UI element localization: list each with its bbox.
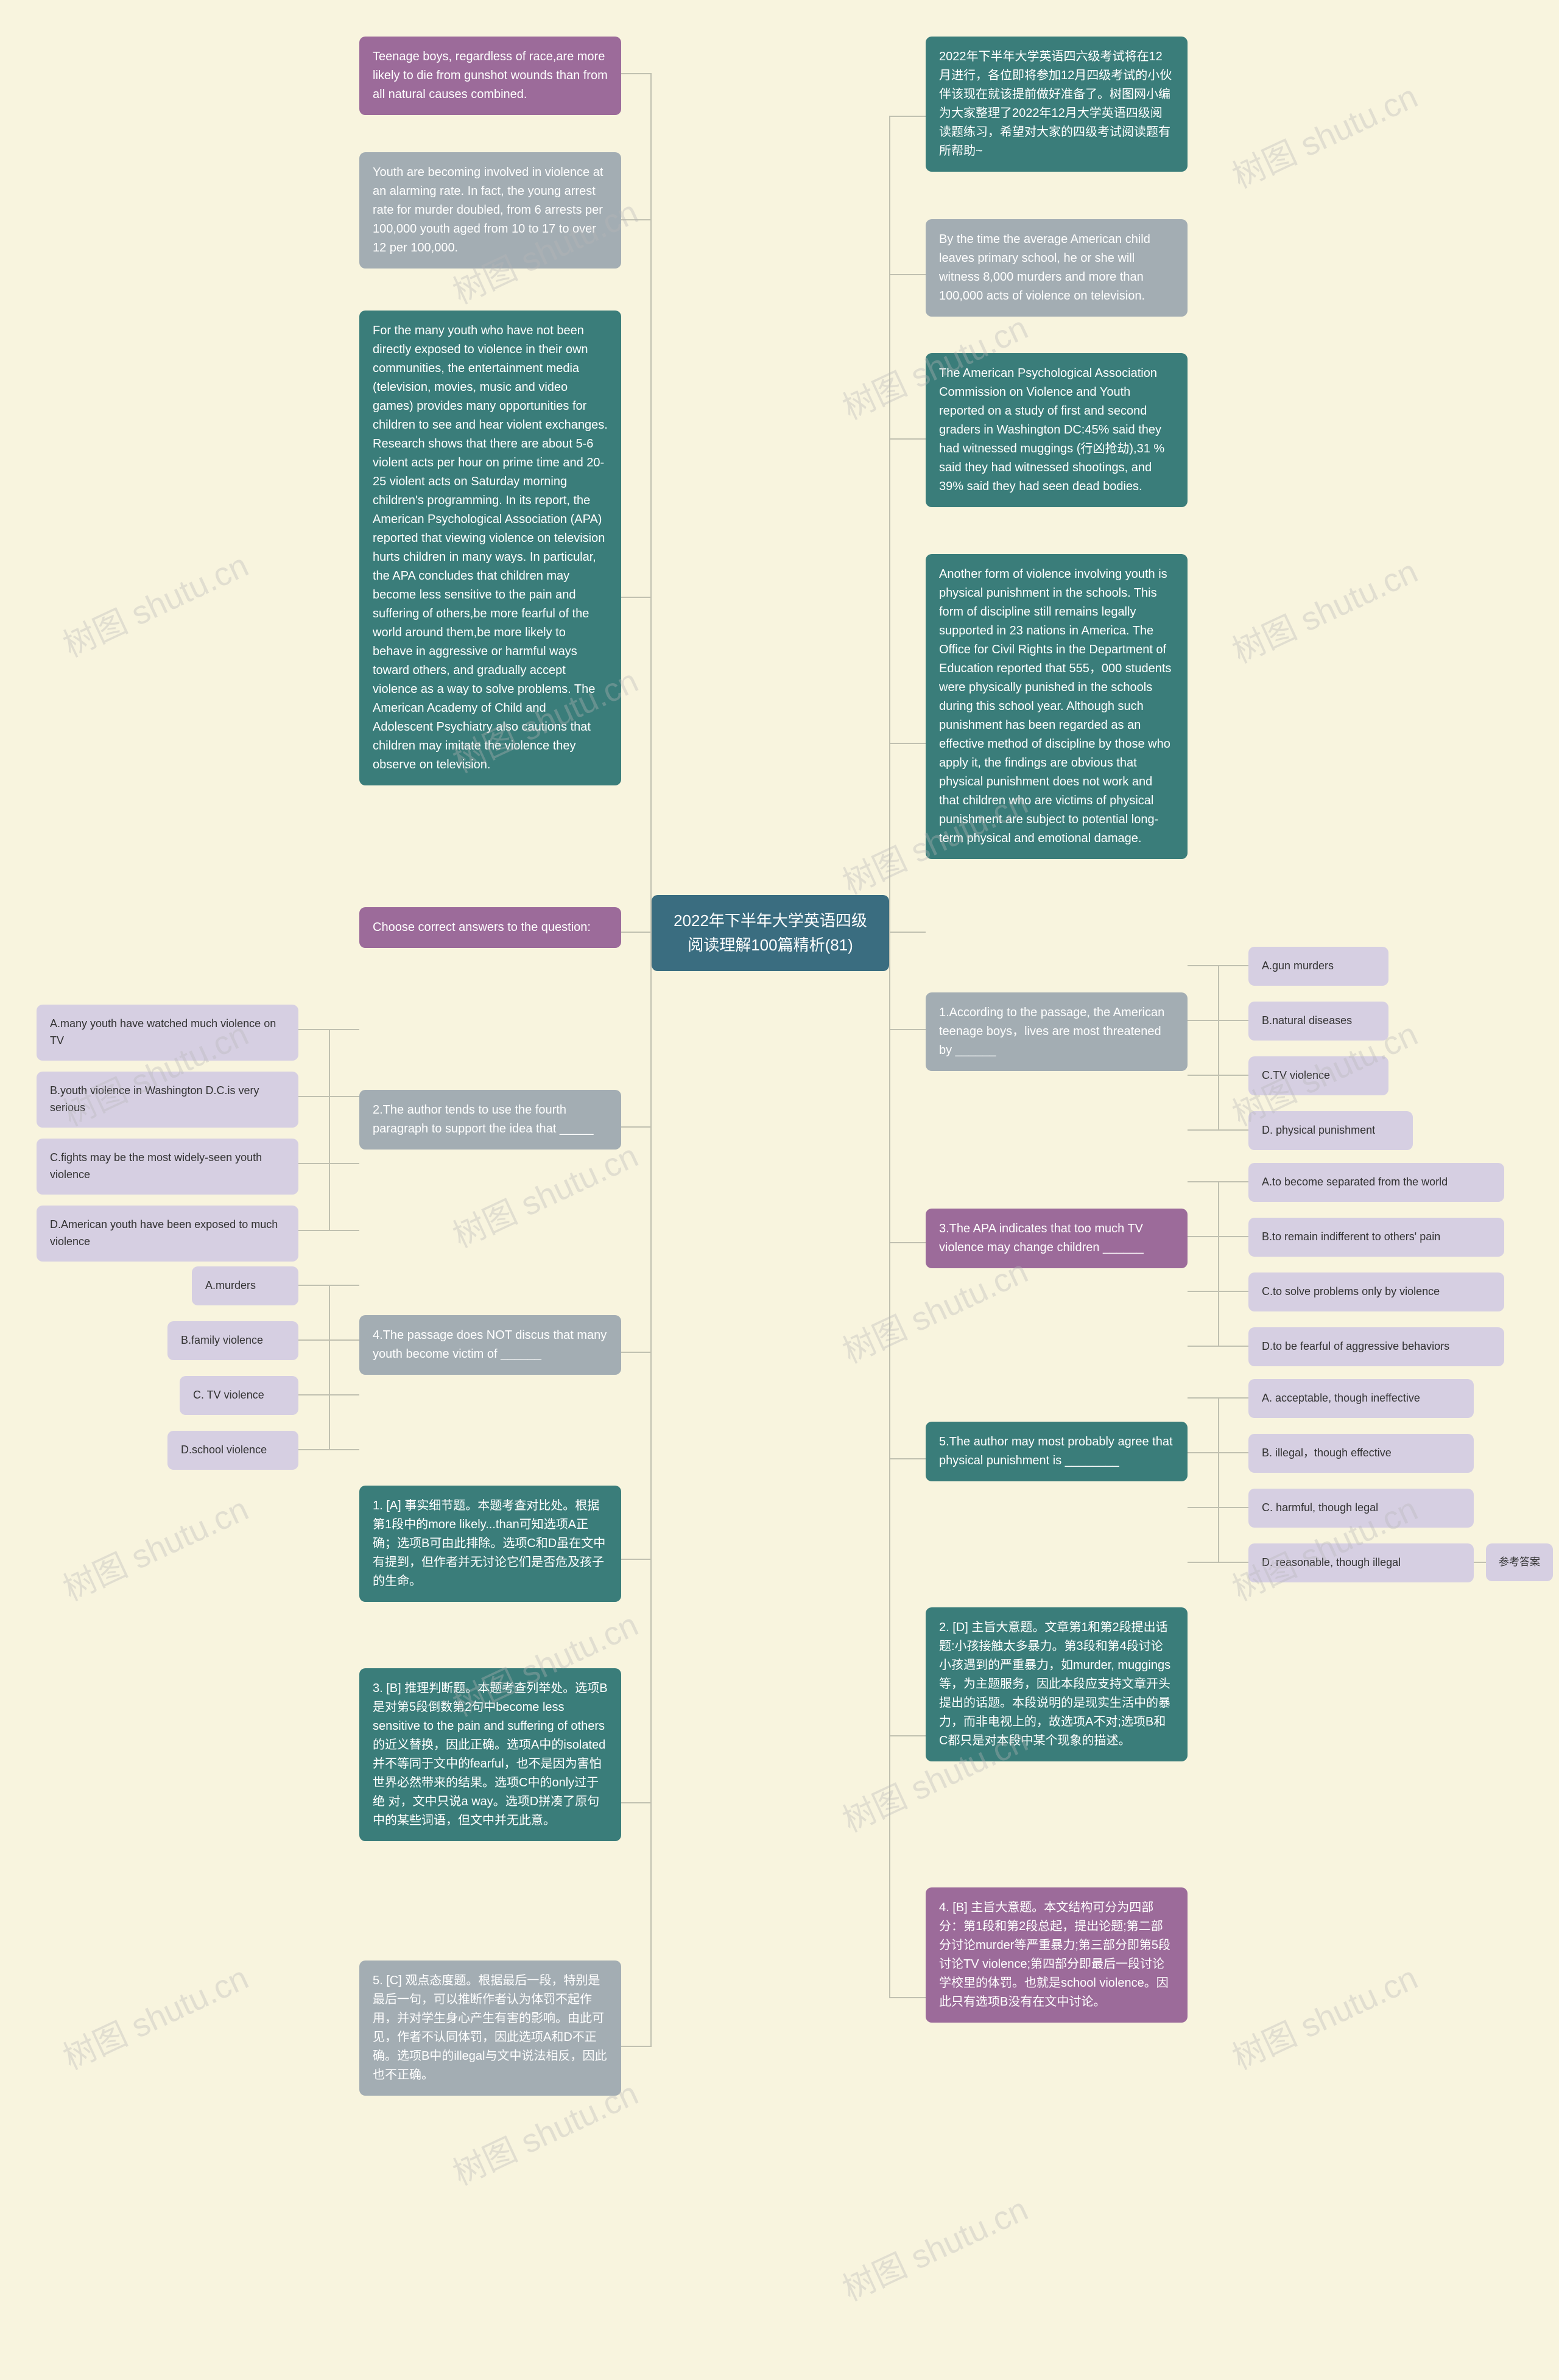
watermark: 树图 shutu.cn: [1223, 1951, 1424, 2079]
conn-q3d: [1188, 1346, 1248, 1347]
q1-opt-b: B.natural diseases: [1248, 1002, 1388, 1041]
right-physical-punishment: Another form of violence involving youth…: [926, 554, 1188, 859]
conn-q4-spine: [329, 1285, 330, 1449]
q2-opt-b: B.youth violence in Washington D.C.is ve…: [37, 1072, 298, 1128]
conn-q1-spine: [1218, 965, 1219, 1129]
left-node-choose-answers: Choose correct answers to the question:: [359, 907, 621, 948]
conn-l6: [621, 1352, 652, 1353]
conn-r8: [889, 1735, 926, 1736]
q2-opt-d: D.American youth have been exposed to mu…: [37, 1206, 298, 1262]
conn-r9: [889, 1997, 926, 1998]
left-node-teenage-boys: Teenage boys, regardless of race,are mor…: [359, 37, 621, 115]
q3-opt-d: D.to be fearful of aggressive behaviors: [1248, 1327, 1504, 1366]
conn-r7: [889, 1458, 926, 1459]
q5-opt-a: A. acceptable, though ineffective: [1248, 1379, 1474, 1418]
watermark: 树图 shutu.cn: [1223, 70, 1424, 198]
watermark: 树图 shutu.cn: [1223, 545, 1424, 673]
conn-l1: [621, 73, 652, 74]
conn-r5: [889, 1029, 926, 1030]
conn-l3: [621, 597, 652, 598]
q5-stem: 5.The author may most probably agree tha…: [926, 1422, 1188, 1481]
q4-stem: 4.The passage does NOT discus that many …: [359, 1315, 621, 1375]
watermark: 树图 shutu.cn: [54, 1951, 255, 2079]
watermark: 树图 shutu.cn: [54, 539, 255, 667]
mindmap-canvas: 2022年下半年大学英语四级阅读理解100篇精析(81) Teenage boy…: [0, 0, 1559, 2380]
q3-opt-b: B.to remain indifferent to others' pain: [1248, 1218, 1504, 1257]
conn-l5: [621, 1126, 652, 1128]
q1-opt-d: D. physical punishment: [1248, 1111, 1413, 1150]
conn-r4: [889, 743, 926, 744]
q4-opt-c: C. TV violence: [180, 1376, 298, 1415]
q4-opt-a: A.murders: [192, 1266, 298, 1305]
conn-q2d: [298, 1230, 359, 1231]
q5-opt-d: D. reasonable, though illegal: [1248, 1543, 1474, 1582]
conn-r6: [889, 1242, 926, 1243]
ans5-node: 5. [C] 观点态度题。根据最后一段，特别是最后一句，可以推断作者认为体罚不起…: [359, 1961, 621, 2096]
conn-l-spine: [650, 73, 652, 2046]
q3-opt-c: C.to solve problems only by violence: [1248, 1272, 1504, 1311]
left-node-entertainment-media: For the many youth who have not been dir…: [359, 311, 621, 785]
conn-r3: [889, 438, 926, 440]
conn-q1d: [1188, 1129, 1248, 1131]
ans1-node: 1. [A] 事实细节题。本题考查对比处。根据第1段中的more likely.…: [359, 1486, 621, 1602]
q2-stem: 2.The author tends to use the fourth par…: [359, 1090, 621, 1150]
center-node: 2022年下半年大学英语四级阅读理解100篇精析(81): [652, 895, 889, 971]
conn-q2-spine: [329, 1029, 330, 1230]
q5-ref-answer: 参考答案: [1486, 1543, 1553, 1581]
conn-l4: [621, 932, 652, 933]
q2-opt-c: C.fights may be the most widely-seen you…: [37, 1139, 298, 1195]
conn-r2: [889, 274, 926, 275]
conn-q5-spine: [1218, 1397, 1219, 1562]
q3-stem: 3.The APA indicates that too much TV vio…: [926, 1209, 1188, 1268]
watermark: 树图 shutu.cn: [834, 2183, 1035, 2311]
conn-q3-spine: [1218, 1181, 1219, 1346]
right-apa-commission: The American Psychological Association C…: [926, 353, 1188, 507]
ans2-node: 2. [D] 主旨大意题。文章第1和第2段提出话题:小孩接触太多暴力。第3段和第…: [926, 1607, 1188, 1761]
left-node-youth-involved: Youth are becoming involved in violence …: [359, 152, 621, 269]
right-intro: 2022年下半年大学英语四六级考试将在12月进行，各位即将参加12月四级考试的小…: [926, 37, 1188, 172]
q3-opt-a: A.to become separated from the world: [1248, 1163, 1504, 1202]
q5-opt-c: C. harmful, though legal: [1248, 1489, 1474, 1528]
q1-stem: 1.According to the passage, the American…: [926, 992, 1188, 1071]
conn-center-right: [889, 932, 926, 933]
q4-opt-b: B.family violence: [167, 1321, 298, 1360]
conn-l7: [621, 1559, 652, 1560]
conn-q4d: [298, 1449, 359, 1450]
q2-opt-a: A.many youth have watched much violence …: [37, 1005, 298, 1061]
conn-l9: [621, 2046, 652, 2047]
q5-opt-b: B. illegal，though effective: [1248, 1434, 1474, 1473]
ans3-node: 3. [B] 推理判断题。本题考查列举处。选项B是对第5段倒数第2句中becom…: [359, 1668, 621, 1841]
q1-opt-a: A.gun murders: [1248, 947, 1388, 986]
conn-q5d-ref: [1474, 1562, 1486, 1563]
conn-l2: [621, 219, 652, 220]
conn-r-spine: [889, 116, 890, 1997]
conn-r1: [889, 116, 926, 117]
q1-opt-c: C.TV violence: [1248, 1056, 1388, 1095]
watermark: 树图 shutu.cn: [54, 1483, 255, 1610]
q4-opt-d: D.school violence: [167, 1431, 298, 1470]
conn-l8: [621, 1802, 652, 1803]
right-avg-child: By the time the average American child l…: [926, 219, 1188, 317]
conn-q5d: [1188, 1562, 1248, 1563]
ans4-node: 4. [B] 主旨大意题。本文结构可分为四部分：第1段和第2段总起，提出论题;第…: [926, 1887, 1188, 2023]
